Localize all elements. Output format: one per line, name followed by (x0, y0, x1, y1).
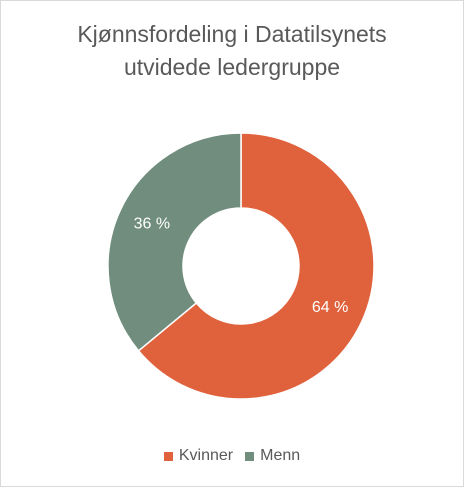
legend-swatch-menn (245, 451, 255, 461)
data-label-kvinner: 64 % (312, 299, 348, 316)
legend: Kvinner Menn (1, 447, 463, 465)
legend-label-menn: Menn (260, 447, 301, 464)
legend-item-menn: Menn (245, 447, 300, 465)
donut-slice-menn (107, 132, 242, 352)
legend-label-kvinner: Kvinner (178, 447, 234, 464)
chart-title-line-2: utvidede ledergruppe (123, 54, 341, 80)
chart-title-line-1: Kjønnsfordeling i Datatilsynets (77, 21, 387, 47)
donut-slices (107, 132, 375, 400)
data-label-menn: 36 % (134, 215, 170, 232)
donut-data-labels: 64 % 36 % (134, 215, 349, 316)
chart-title: Kjønnsfordeling i Datatilsynets utvidede… (1, 18, 463, 84)
legend-swatch-kvinner (163, 451, 173, 461)
legend-item-kvinner: Kvinner (163, 447, 234, 465)
donut-slice-kvinner (137, 132, 375, 400)
